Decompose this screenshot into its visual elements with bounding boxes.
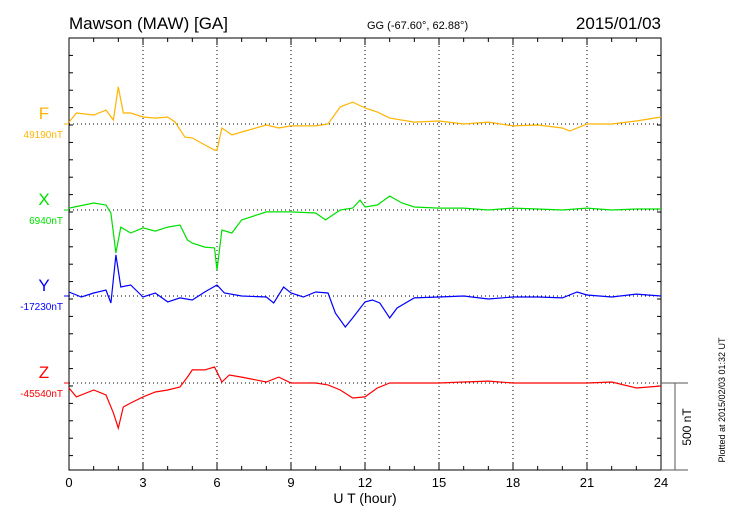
x-tick-label: 24 [654, 475, 668, 490]
trace-x [68, 195, 661, 271]
scale-bar: 500 nT [661, 382, 694, 471]
x-tick-label: 12 [358, 475, 372, 490]
series-label-y: Y [38, 276, 49, 295]
series-label-z: Z [39, 363, 49, 382]
plotted-at-footer: Plotted at 2015/02/03 01:32 UT [717, 337, 727, 463]
baseline-value-y: -17230nT [20, 302, 63, 313]
x-tick-label: 0 [65, 475, 72, 490]
chart-title: Mawson (MAW) [GA] [69, 14, 228, 33]
x-tick-label: 3 [139, 475, 146, 490]
trace-f [68, 86, 662, 151]
x-tick-label: 6 [213, 475, 220, 490]
x-tick-label: 9 [287, 475, 294, 490]
baseline-value-f: 49190nT [24, 130, 63, 141]
plot-frame [68, 37, 662, 471]
series-label-f: F [39, 104, 49, 123]
series-labels: F 49190nT X 6940nT Y -17230nT Z -45540nT [20, 104, 69, 400]
grid [69, 38, 661, 470]
chart-date: 2015/01/03 [576, 14, 661, 33]
trace-y [68, 254, 662, 328]
traces [68, 86, 662, 431]
baseline-value-x: 6940nT [29, 216, 63, 227]
x-axis-label: U T (hour) [333, 490, 396, 506]
x-tick-label: 21 [580, 475, 594, 490]
scale-bar-label: 500 nT [680, 408, 694, 446]
x-tick-label: 18 [506, 475, 520, 490]
x-tick-labels: 0 3 6 9 12 15 18 21 24 [65, 475, 668, 490]
trace-z [68, 366, 662, 431]
baseline-value-z: -45540nT [20, 389, 63, 400]
x-tick-label: 15 [432, 475, 446, 490]
chart-subtitle: GG (-67.60°, 62.88°) [367, 20, 468, 32]
series-label-x: X [38, 190, 49, 209]
